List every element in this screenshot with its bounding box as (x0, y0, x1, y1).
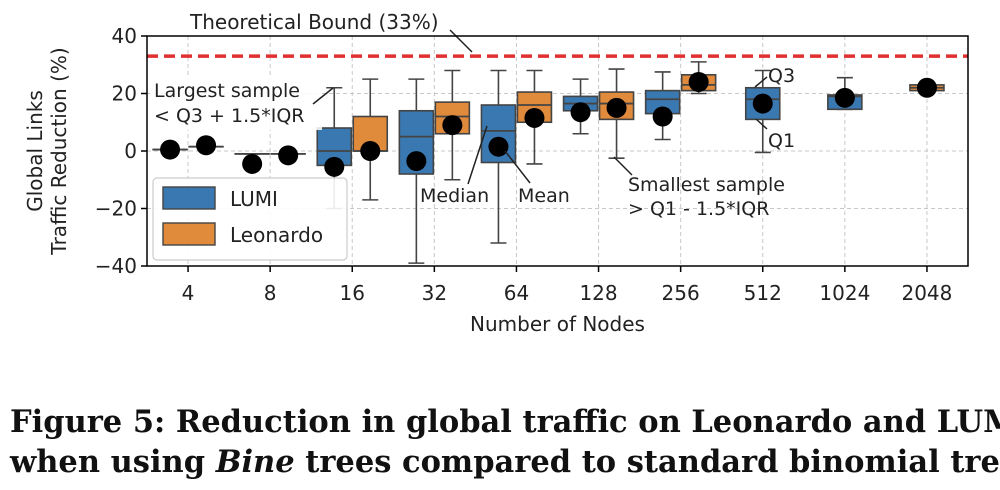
caption-line-1: Figure 5: Reduction in global traffic on… (10, 404, 1000, 440)
x-tick-label: 128 (579, 281, 617, 305)
y-axis-label-line1: Global Links (23, 90, 47, 212)
annotation-smallest-arrow (613, 156, 633, 176)
annotation-q1: Q1 (768, 130, 795, 152)
caption-line-2-pre: when using (10, 444, 216, 480)
leonardo-mean-2048 (916, 77, 937, 98)
x-tick-label: 2048 (901, 281, 952, 305)
leonardo-mean-128 (606, 97, 627, 118)
x-tick-label: 1024 (819, 281, 870, 305)
annotation-median: Median (420, 185, 489, 207)
lumi-mean-4 (160, 139, 181, 160)
caption-line-2-emphasis: Bine (215, 444, 295, 480)
lumi-mean-64 (488, 136, 509, 157)
annotation-largest-arrow (312, 87, 334, 105)
x-tick-label: 32 (422, 281, 447, 305)
annotation-smallest-line2: > Q1 - 1.5*IQR (628, 198, 769, 220)
annotation-mean: Mean (518, 185, 570, 207)
x-axis-label: Number of Nodes (470, 312, 645, 336)
leonardo-mean-4 (196, 135, 217, 156)
box-plot-chart: Theoretical Bound (33%) −40 −20 0 20 40 4 8 16 32… (23, 10, 969, 336)
lumi-mean-256 (652, 106, 673, 127)
legend-swatch-lumi (162, 186, 216, 210)
lumi-mean-512 (752, 93, 773, 114)
leonardo-mean-8 (278, 145, 299, 166)
x-tick-label: 16 (340, 281, 365, 305)
leonardo-mean-64 (524, 107, 545, 128)
lumi-mean-128 (570, 102, 591, 123)
y-tick-label: 40 (112, 24, 137, 48)
caption-line-2: when using Bine trees compared to standa… (10, 442, 1000, 482)
leonardo-mean-16 (360, 141, 381, 161)
legend-swatch-leonardo (162, 222, 216, 246)
annotation-mean-arrow (504, 150, 531, 184)
y-tick-label: −40 (95, 254, 137, 278)
lumi-mean-16 (324, 156, 345, 177)
lumi-mean-8 (242, 153, 263, 174)
caption-line-2-post: trees compared to standard binomial tree… (294, 444, 1000, 480)
lumi-box-32 (398, 78, 435, 264)
x-tick-label: 512 (744, 281, 782, 305)
x-tick-label: 64 (504, 281, 529, 305)
theoretical-bound-arrow (449, 29, 473, 53)
leonardo-box-16 (352, 78, 389, 201)
lumi-mean-1024 (834, 87, 855, 108)
x-tick-label: 4 (182, 281, 195, 305)
y-tick-label: −20 (95, 197, 137, 221)
annotation-largest-line2: < Q3 + 1.5*IQR (154, 105, 304, 127)
leonardo-mean-32 (442, 115, 463, 136)
y-tick-label: 0 (124, 139, 137, 163)
lumi-box-256 (644, 71, 681, 141)
leonardo-mean-256 (688, 72, 709, 92)
annotation-q3: Q3 (768, 65, 795, 87)
lumi-mean-32 (406, 151, 427, 172)
annotation-median-arrow (467, 125, 488, 185)
y-tick-label: 20 (112, 82, 137, 106)
annotation-smallest-line1: Smallest sample (628, 174, 785, 196)
legend-label-leonardo: Leonardo (230, 223, 323, 247)
annotation-bg (150, 78, 322, 130)
annotation-q3-arrow (754, 76, 768, 88)
annotation-largest-line1: Largest sample (154, 80, 300, 102)
annotation-q1-arrow (755, 118, 768, 130)
legend: LUMI Leonardo (152, 177, 348, 261)
y-axis-label-line2: Traffic Reduction (%) (47, 47, 71, 255)
legend-label-lumi: LUMI (230, 187, 278, 211)
figure-caption: Figure 5: Reduction in global traffic on… (10, 402, 1000, 482)
x-tick-label: 256 (662, 281, 700, 305)
x-tick-label: 8 (264, 281, 277, 305)
theoretical-bound-label: Theoretical Bound (33%) (189, 10, 439, 34)
